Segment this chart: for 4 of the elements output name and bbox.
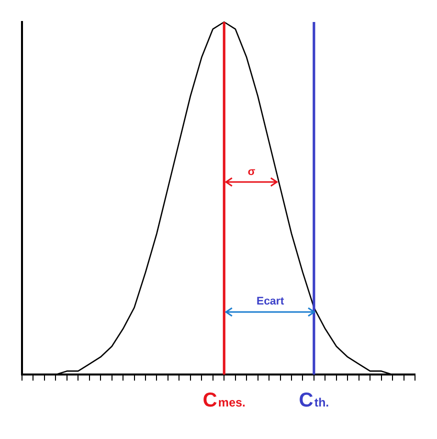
annotation: Ecart: [256, 296, 284, 308]
annotation: σ: [248, 166, 256, 178]
x-tick-label: Cmes.: [202, 390, 246, 412]
x-tick-label: Cth.: [298, 390, 330, 412]
